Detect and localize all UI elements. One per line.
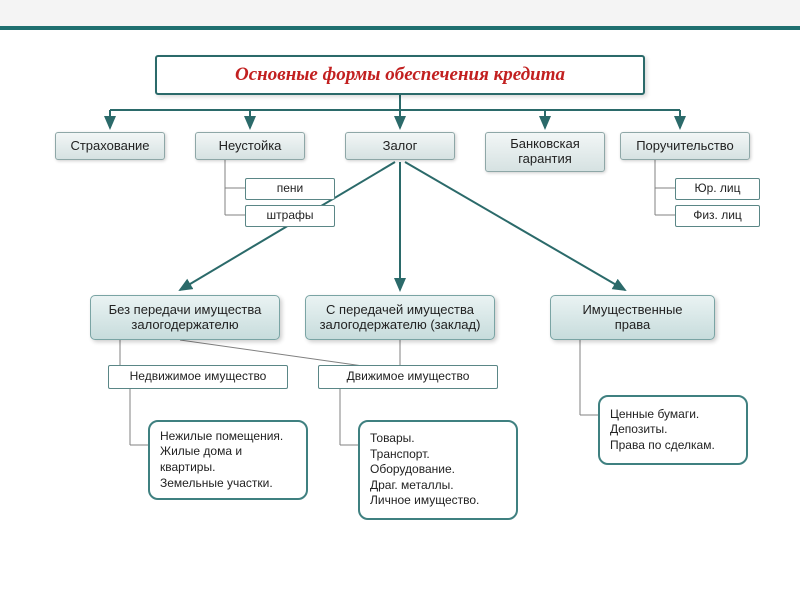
node-peni: пени [245,178,335,200]
node-bank-guarantee: Банковская гарантия [485,132,605,172]
header-strip [0,0,800,30]
node-shtrafy: штрафы [245,205,335,227]
node-pledge: Залог [345,132,455,160]
node-no-transfer: Без передачи имущества залогодержателю [90,295,280,340]
node-movable: Движимое имущество [318,365,498,389]
node-transfer: С передачей имущества залогодержателю (з… [305,295,495,340]
node-surety: Поручительство [620,132,750,160]
detail-movable: Товары. Транспорт. Оборудование. Драг. м… [358,420,518,520]
detail-rights: Ценные бумаги. Депозиты. Права по сделка… [598,395,748,465]
node-rights: Имущественные права [550,295,715,340]
node-insurance: Страхование [55,132,165,160]
node-legal-person: Юр. лиц [675,178,760,200]
node-individual-person: Физ. лиц [675,205,760,227]
node-immovable: Недвижимое имущество [108,365,288,389]
diagram-title: Основные формы обеспечения кредита [155,55,645,95]
detail-immovable: Нежилые помещения. Жилые дома и квартиры… [148,420,308,500]
node-penalty: Неустойка [195,132,305,160]
